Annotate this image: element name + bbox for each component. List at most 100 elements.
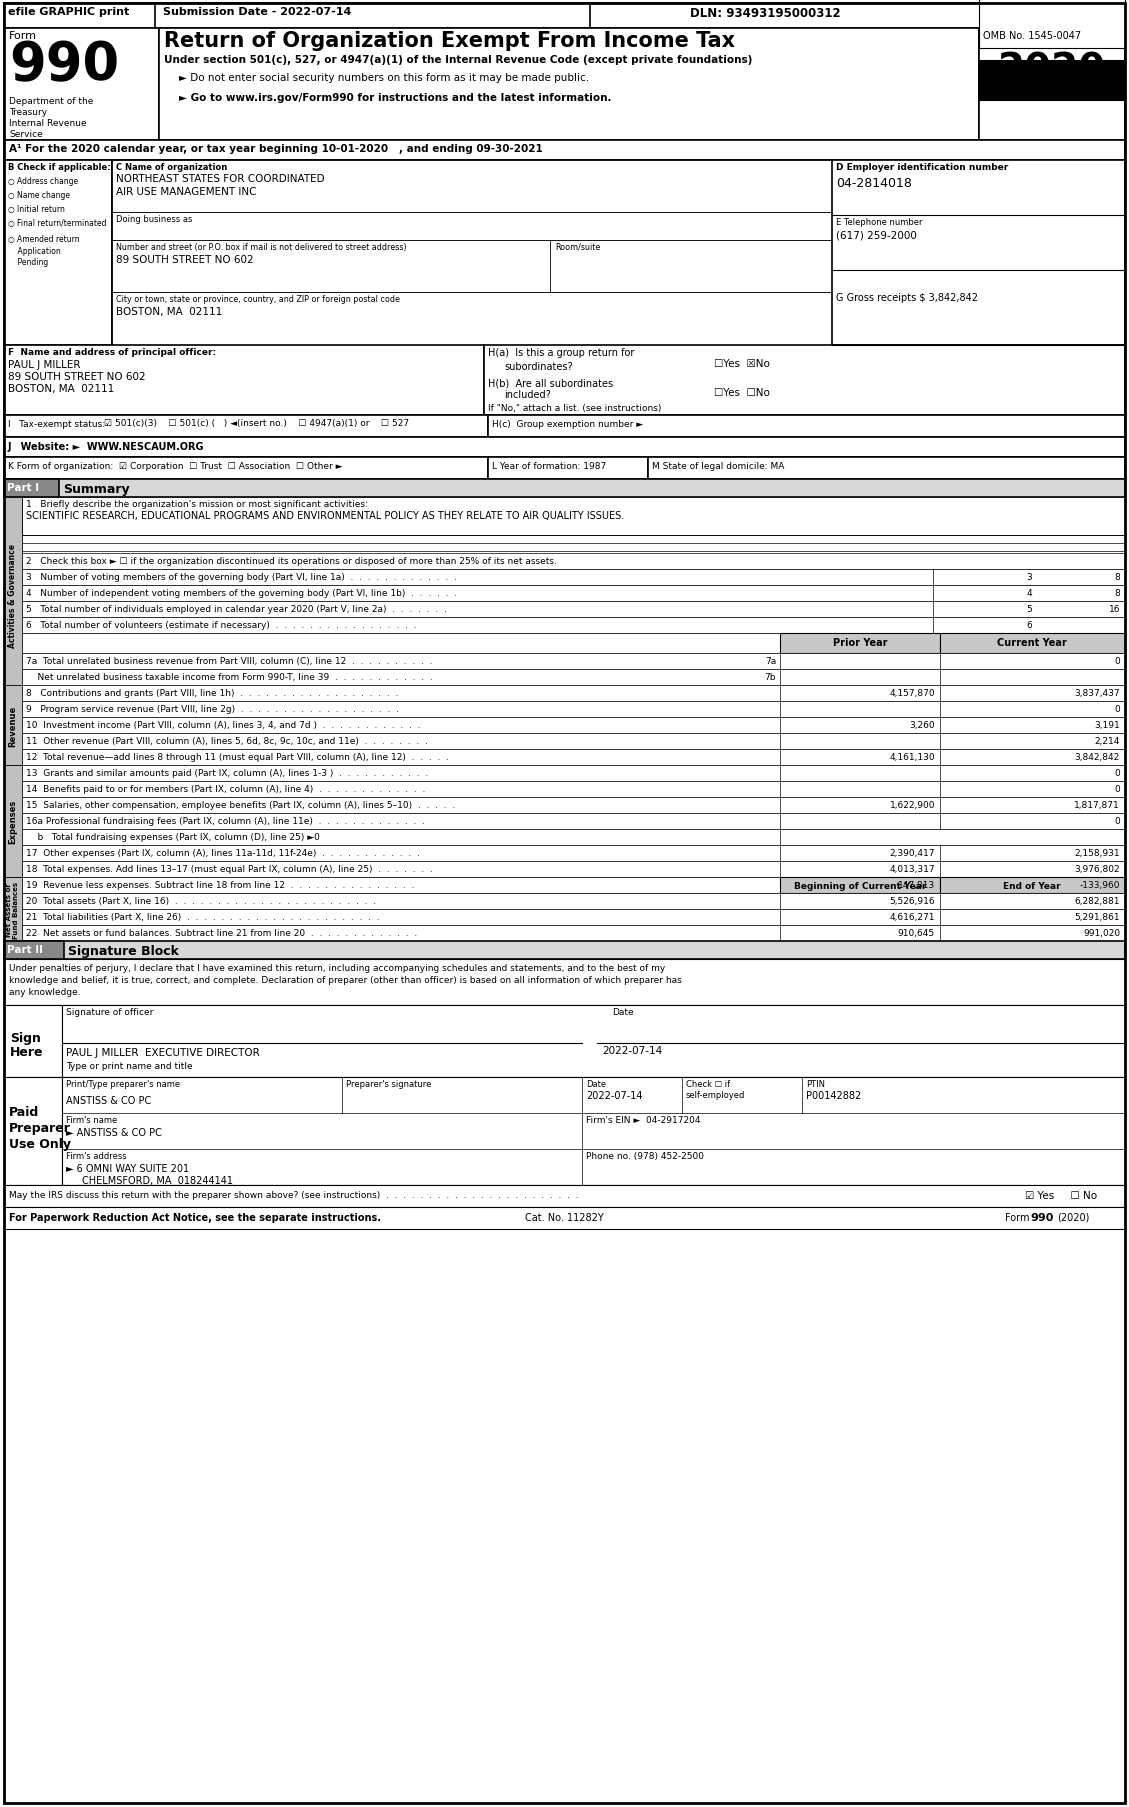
Text: Open to Public: Open to Public <box>1006 105 1097 116</box>
Bar <box>484 345 1124 416</box>
Text: 990: 990 <box>9 40 120 90</box>
Text: M State of legal domicile: MA: M State of legal domicile: MA <box>653 463 785 472</box>
Bar <box>21 734 1124 750</box>
Text: ☐Yes  ☒No: ☐Yes ☒No <box>714 360 770 369</box>
Text: ► ANSTISS & CO PC: ► ANSTISS & CO PC <box>65 1128 161 1137</box>
Text: 5   Total number of individuals employed in calendar year 2020 (Part V, line 2a): 5 Total number of individuals employed i… <box>26 605 447 614</box>
Text: ► Do not enter social security numbers on this form as it may be made public.: ► Do not enter social security numbers o… <box>180 72 589 83</box>
Text: C Name of organization: C Name of organization <box>116 163 227 172</box>
Bar <box>940 634 1124 654</box>
Text: Doing business as: Doing business as <box>116 215 192 224</box>
Bar <box>5 29 159 141</box>
Text: AIR USE MANAGEMENT INC: AIR USE MANAGEMENT INC <box>116 186 256 197</box>
Text: City or town, state or province, country, and ZIP or foreign postal code: City or town, state or province, country… <box>116 295 400 304</box>
Text: included?: included? <box>504 390 551 399</box>
Text: 3,837,437: 3,837,437 <box>1075 688 1120 698</box>
Text: H(b)  Are all subordinates: H(b) Are all subordinates <box>488 378 613 389</box>
Bar <box>5 141 1124 161</box>
Text: Expenses: Expenses <box>9 799 18 844</box>
Text: 0: 0 <box>1114 784 1120 793</box>
Bar <box>112 213 832 240</box>
Bar <box>21 685 1124 701</box>
Bar <box>21 878 1124 893</box>
Text: efile GRAPHIC print: efile GRAPHIC print <box>8 7 129 16</box>
Text: DLN: 93493195000312: DLN: 93493195000312 <box>690 7 841 20</box>
Text: Application: Application <box>8 248 61 257</box>
Text: 11  Other revenue (Part VIII, column (A), lines 5, 6d, 8c, 9c, 10c, and 11e)  . : 11 Other revenue (Part VIII, column (A),… <box>26 737 428 746</box>
Bar <box>5 457 488 479</box>
Text: 7a: 7a <box>764 656 776 665</box>
Text: 147,813: 147,813 <box>898 880 935 889</box>
Text: 0: 0 <box>1114 768 1120 777</box>
Text: 20  Total assets (Part X, line 16)  .  .  .  .  .  .  .  .  .  .  .  .  .  .  . : 20 Total assets (Part X, line 16) . . . … <box>26 896 376 905</box>
Bar <box>780 634 940 654</box>
Text: If "No," attach a list. (see instructions): If "No," attach a list. (see instruction… <box>488 403 662 412</box>
Text: 4,013,317: 4,013,317 <box>890 864 935 873</box>
Text: Firm's address: Firm's address <box>65 1151 126 1160</box>
Text: 2,390,417: 2,390,417 <box>890 849 935 858</box>
Text: ANSTISS & CO PC: ANSTISS & CO PC <box>65 1095 151 1106</box>
Text: Under section 501(c), 527, or 4947(a)(1) of the Internal Revenue Code (except pr: Under section 501(c), 527, or 4947(a)(1)… <box>164 54 752 65</box>
Text: PAUL J MILLER  EXECUTIVE DIRECTOR: PAUL J MILLER EXECUTIVE DIRECTOR <box>65 1048 260 1057</box>
Bar <box>648 457 1124 479</box>
Bar <box>159 29 979 141</box>
Text: Department of the: Department of the <box>9 98 94 107</box>
Text: J   Website: ►  WWW.NESCAUM.ORG: J Website: ► WWW.NESCAUM.ORG <box>8 441 204 452</box>
Text: 0: 0 <box>1114 705 1120 714</box>
Text: 21  Total liabilities (Part X, line 26)  .  .  .  .  .  .  .  .  .  .  .  .  .  : 21 Total liabilities (Part X, line 26) .… <box>26 913 379 922</box>
Bar <box>5 1207 1124 1229</box>
Text: 0: 0 <box>1114 817 1120 826</box>
Bar <box>21 701 1124 717</box>
Text: 7a  Total unrelated business revenue from Part VIII, column (C), line 12  .  .  : 7a Total unrelated business revenue from… <box>26 656 432 665</box>
Text: E Telephone number: E Telephone number <box>835 219 922 228</box>
Text: OMB No. 1545-0047: OMB No. 1545-0047 <box>983 31 1082 42</box>
Text: ○ Final return/terminated: ○ Final return/terminated <box>8 219 106 228</box>
Text: 6: 6 <box>1026 620 1032 629</box>
Text: Firm's name: Firm's name <box>65 1115 117 1124</box>
Text: 2,158,931: 2,158,931 <box>1075 849 1120 858</box>
Text: 10  Investment income (Part VIII, column (A), lines 3, 4, and 7d )  .  .  .  .  : 10 Investment income (Part VIII, column … <box>26 721 420 730</box>
Bar <box>5 878 21 941</box>
Bar <box>21 585 1124 602</box>
Text: 3,976,802: 3,976,802 <box>1075 864 1120 873</box>
Text: 16a Professional fundraising fees (Part IX, column (A), line 11e)  .  .  .  .  .: 16a Professional fundraising fees (Part … <box>26 817 425 826</box>
Text: 15  Salaries, other compensation, employee benefits (Part IX, column (A), lines : 15 Salaries, other compensation, employe… <box>26 801 455 810</box>
Text: 4   Number of independent voting members of the governing body (Part VI, line 1b: 4 Number of independent voting members o… <box>26 589 457 598</box>
Text: 9   Program service revenue (Part VIII, line 2g)  .  .  .  .  .  .  .  .  .  .  : 9 Program service revenue (Part VIII, li… <box>26 705 399 714</box>
Text: 89 SOUTH STREET NO 602: 89 SOUTH STREET NO 602 <box>116 255 254 266</box>
Bar <box>5 437 1124 457</box>
Text: b   Total fundraising expenses (Part IX, column (D), line 25) ►0: b Total fundraising expenses (Part IX, c… <box>26 833 320 842</box>
Bar <box>21 909 1124 925</box>
Bar <box>21 618 1124 634</box>
Text: K Form of organization:  ☑ Corporation  ☐ Trust  ☐ Association  ☐ Other ►: K Form of organization: ☑ Corporation ☐ … <box>8 463 342 472</box>
Text: Summary: Summary <box>63 482 130 495</box>
Text: B Check if applicable:: B Check if applicable: <box>8 163 111 172</box>
Text: Signature of officer: Signature of officer <box>65 1008 154 1016</box>
Bar <box>21 750 1124 766</box>
Text: ○ Address change: ○ Address change <box>8 177 78 186</box>
Text: 8: 8 <box>1114 573 1120 582</box>
Bar <box>21 893 1124 909</box>
Text: PAUL J MILLER: PAUL J MILLER <box>8 360 80 370</box>
Text: Print/Type preparer's name: Print/Type preparer's name <box>65 1079 181 1088</box>
Text: 1,817,871: 1,817,871 <box>1075 801 1120 810</box>
Bar <box>940 878 1124 893</box>
Text: 5: 5 <box>1026 605 1032 614</box>
Text: Sign: Sign <box>10 1032 41 1044</box>
Text: ☐Yes  ☐No: ☐Yes ☐No <box>714 389 770 398</box>
Text: 12  Total revenue—add lines 8 through 11 (must equal Part VIII, column (A), line: 12 Total revenue—add lines 8 through 11 … <box>26 752 449 761</box>
Text: Use Only: Use Only <box>9 1137 71 1151</box>
Text: 910,645: 910,645 <box>898 929 935 938</box>
Text: 2   Check this box ► ☐ if the organization discontinued its operations or dispos: 2 Check this box ► ☐ if the organization… <box>26 557 557 566</box>
Text: 2022-07-14: 2022-07-14 <box>602 1046 663 1055</box>
Text: Beginning of Current Year: Beginning of Current Year <box>794 882 926 891</box>
Bar <box>5 4 1124 29</box>
Text: 1,622,900: 1,622,900 <box>890 801 935 810</box>
Text: subordinates?: subordinates? <box>504 361 572 372</box>
Text: 0: 0 <box>1114 656 1120 665</box>
Bar <box>21 813 1124 829</box>
Text: ○ Initial return: ○ Initial return <box>8 204 64 213</box>
Bar <box>62 1077 1124 1185</box>
Bar <box>21 569 1124 585</box>
Bar <box>5 497 21 694</box>
